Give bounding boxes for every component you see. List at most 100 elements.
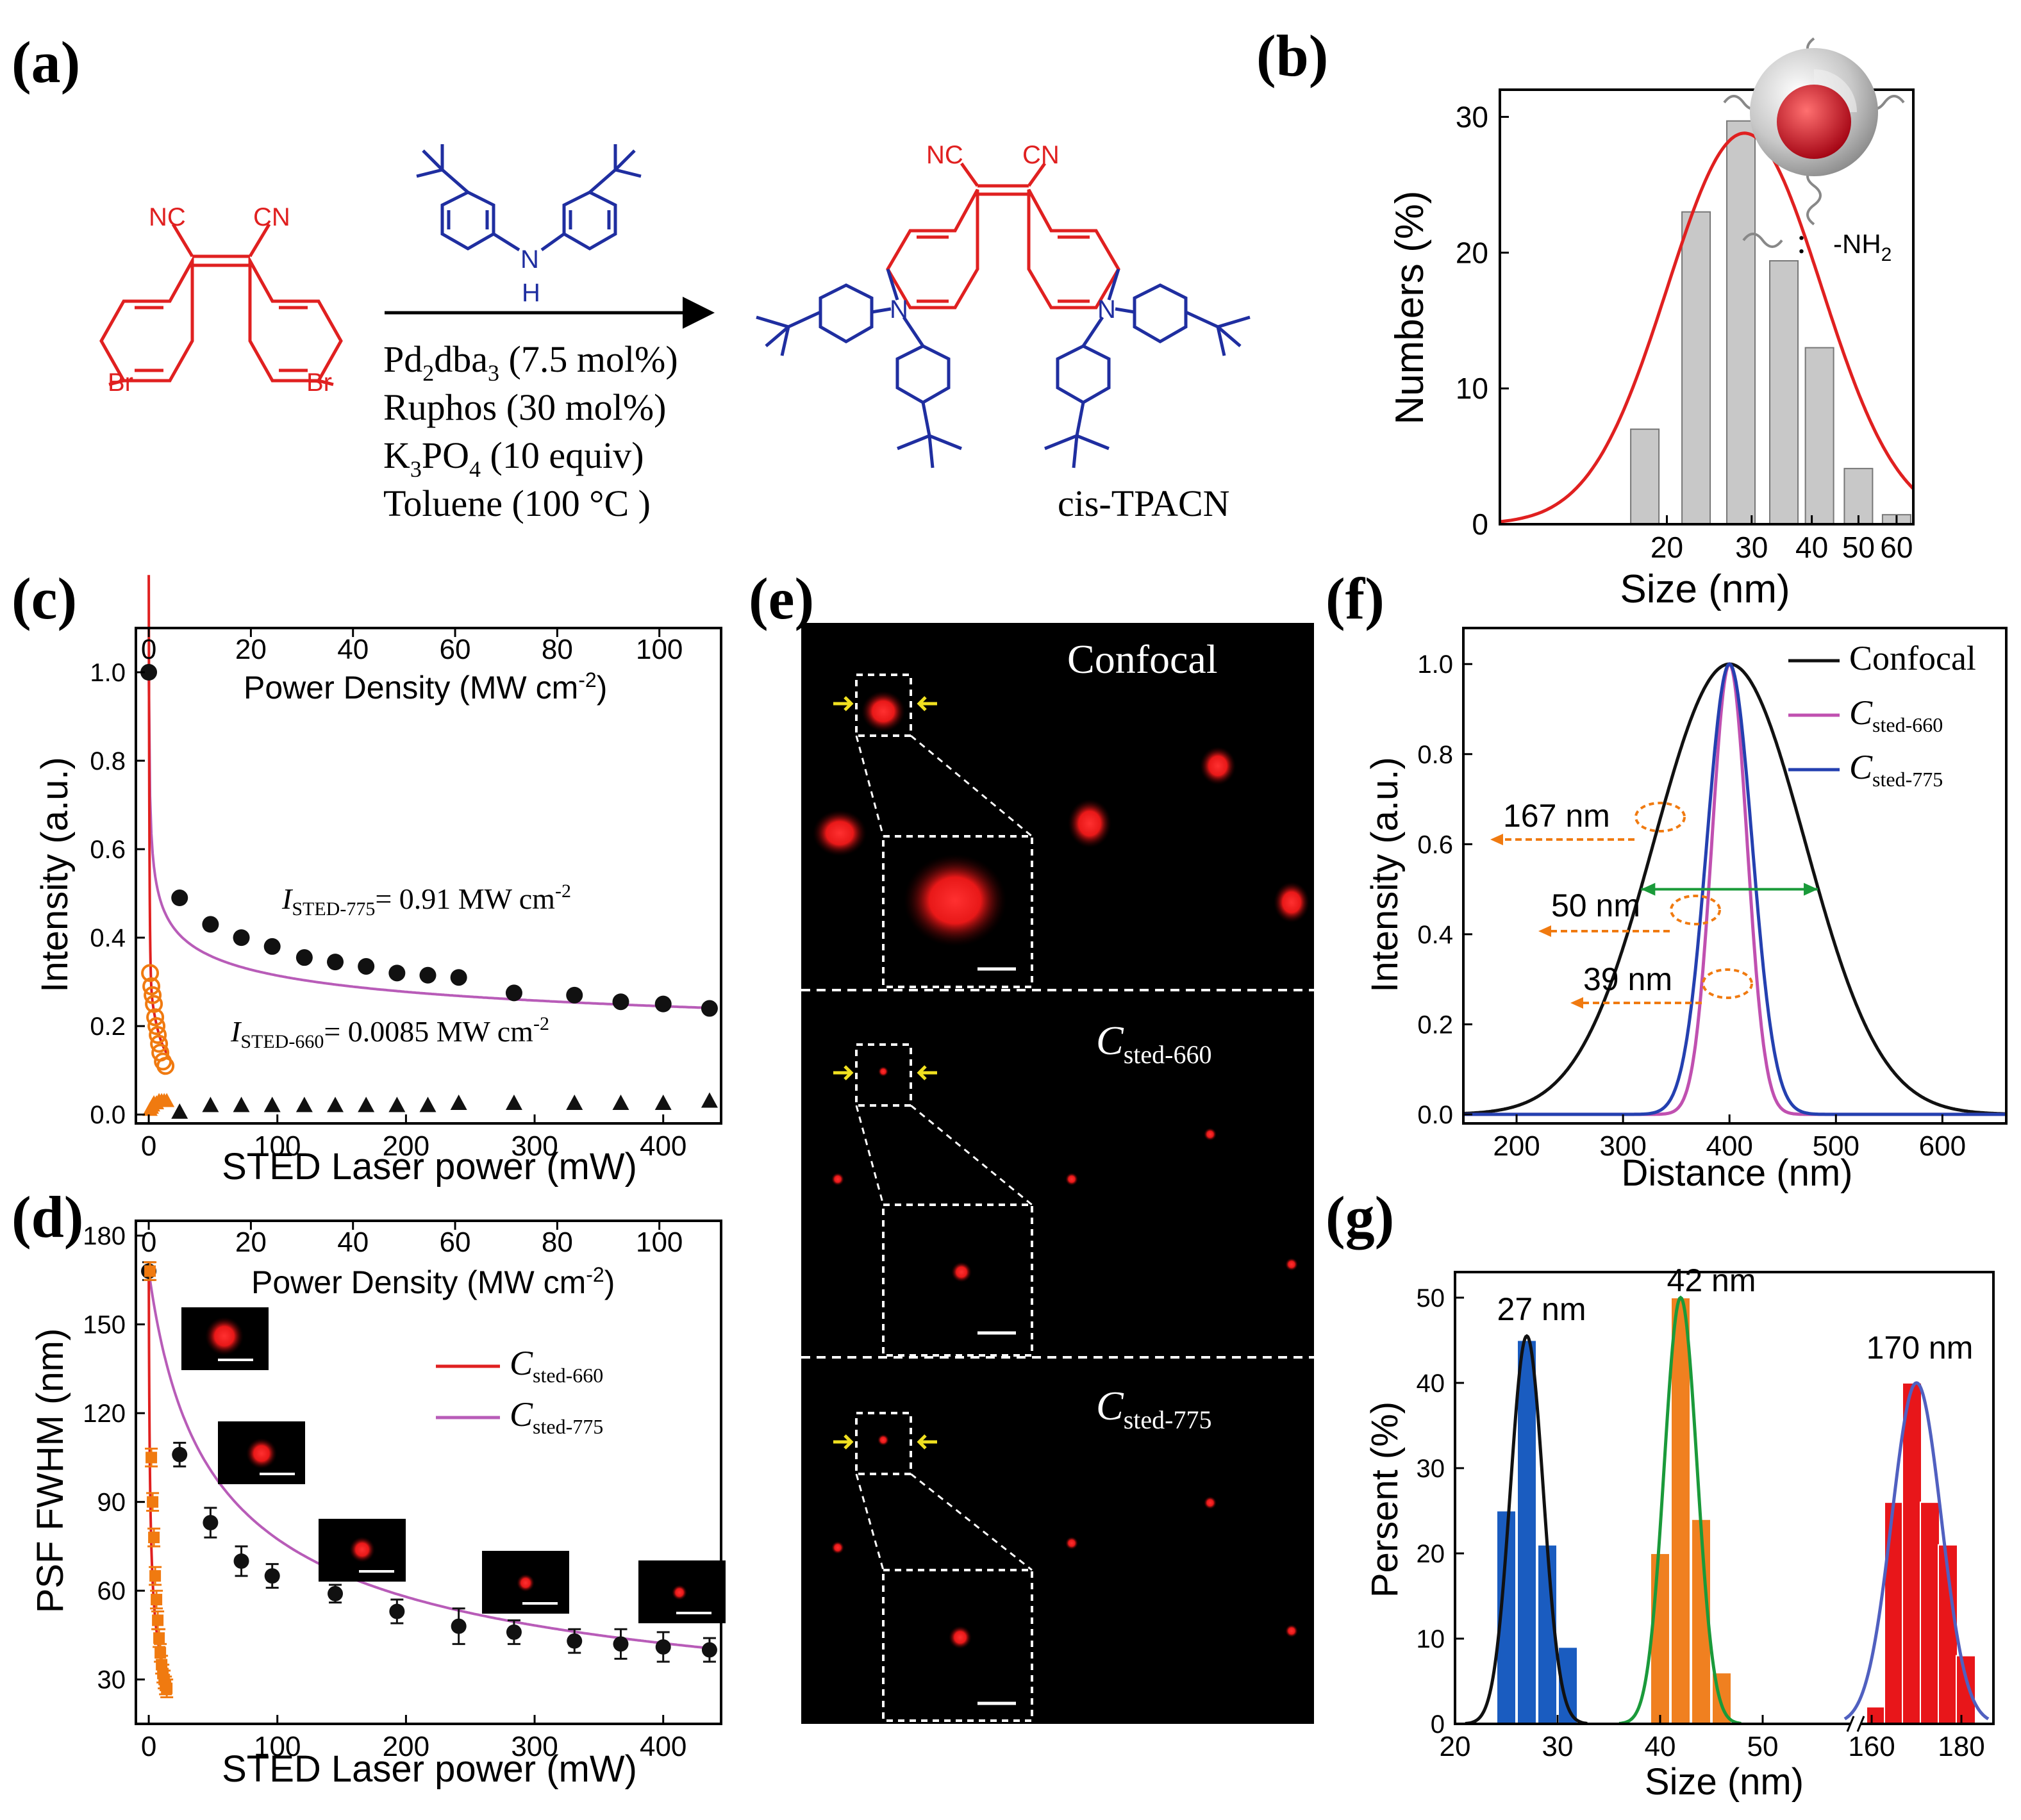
psf-thumbnails (181, 1307, 726, 1623)
top-tick-label: 100 (636, 634, 683, 665)
legend-label-part: sted-660 (1872, 713, 1943, 736)
profile-line (1463, 662, 2006, 1116)
legend-label: Csted-775 (1849, 748, 1943, 791)
y-axis-label: Intensity (a.u.) (1364, 757, 1406, 992)
zoom-box (855, 1412, 912, 1475)
top-tick-label: 40 (337, 1227, 369, 1258)
pointer-arrow-head (1490, 834, 1503, 845)
product-n-left: N (890, 295, 908, 324)
legend-label-660: Csted-660 (510, 1344, 603, 1387)
dashed-ellipse (1702, 968, 1753, 999)
data-point (142, 977, 161, 996)
plot-frame (1454, 1271, 1995, 1725)
group-label: 27 nm (1497, 1291, 1586, 1327)
top-axis-label-part: ) (604, 1264, 615, 1300)
reactant-nc-label: NC (149, 203, 186, 231)
legend-label-part: C (1849, 748, 1873, 786)
y-tick-label: 0.0 (1417, 1101, 1453, 1129)
data-point (145, 995, 163, 1013)
hist-bar (1726, 120, 1756, 525)
y-tick-label: 120 (83, 1400, 126, 1428)
spot (1204, 1496, 1217, 1509)
data-point (202, 1096, 219, 1113)
y-tick-label: 10 (1456, 372, 1488, 405)
annotation-660-part: I (230, 1015, 242, 1048)
annotation-775-part: = 0.91 MW cm (375, 882, 555, 915)
x-tick-label: 400 (640, 1731, 686, 1762)
panel-label-f: (f) (1326, 566, 1385, 631)
ligand-legend-label: -NH2 (1833, 229, 1892, 265)
data-point (202, 916, 219, 933)
condition-base: K3PO4 (10 equiv) (383, 434, 644, 482)
inset-spot (904, 854, 1006, 947)
pointer-arrow-head (1538, 925, 1551, 937)
top-tick-label: 60 (440, 634, 471, 665)
hist-bar (1517, 1339, 1537, 1725)
data-point (328, 1585, 344, 1601)
y-tick-label: 50 (1417, 1284, 1445, 1312)
data-point (388, 964, 406, 982)
x-tick-label: 400 (1706, 1130, 1752, 1162)
hist-bar (1884, 1502, 1904, 1725)
x-tick-label: 0 (141, 1130, 156, 1162)
x-tick-label: 0 (141, 1731, 156, 1762)
y-tick-label: 90 (97, 1489, 126, 1517)
data-point (566, 986, 583, 1004)
x-tick-label: 100 (254, 1130, 301, 1162)
annotation-660-part: STED-660 (240, 1031, 324, 1052)
chart-d-psf-fwhm: 30 60 90 120 150 180 0 100 200 300 400 0 20 40 60 80 100… (29, 1220, 722, 1790)
fit-curve (1618, 1295, 1742, 1725)
group-label: 170 nm (1867, 1330, 1974, 1366)
product-cn-label: CN (1022, 141, 1060, 169)
top-axis-label-part: Power Density (MW cm (251, 1264, 586, 1300)
y-tick-label: 30 (1417, 1455, 1445, 1483)
legend-label-775-part: C (510, 1395, 533, 1434)
top-axis-label: Power Density (MW cm-2) (244, 668, 607, 706)
chart-b-size-histogram: 0 10 20 30 20 30 40 50 60 Size (nm) Numbers (%) (1388, 88, 1915, 611)
top-axis-label: Power Density (MW cm-2) (251, 1263, 615, 1300)
data-point (161, 1682, 173, 1694)
y-tick-label: 1.0 (1417, 650, 1453, 679)
top-axis-label-part: -2 (586, 1263, 604, 1286)
data-point (327, 1096, 344, 1113)
sted-775-image: Csted-775 (831, 1383, 1298, 1722)
zoom-inset (882, 835, 1033, 988)
data-point (358, 1096, 375, 1113)
data-point (144, 986, 162, 1004)
reaction-scheme: NC CN Br Br N H Pd2dba3 (7.5 mo (99, 141, 1251, 524)
arrow-left-icon (917, 1434, 937, 1450)
fit-curve (1465, 1334, 1588, 1725)
x-axis-label: Size (nm) (1645, 1761, 1804, 1803)
confocal-label: Confocal (1067, 636, 1218, 682)
data-point (154, 1647, 167, 1659)
y-tick-label: 0.2 (90, 1013, 126, 1041)
data-point (149, 1570, 162, 1582)
x-tick-label: 300 (1599, 1130, 1646, 1162)
profile-line (1463, 662, 2006, 1116)
reactant-cn-label: CN (253, 203, 290, 231)
data-point (263, 938, 281, 955)
zoom-inset (882, 1569, 1033, 1722)
y-axis-label: Numbers (%) (1388, 190, 1432, 424)
x-axis-label: STED Laser power (mW) (222, 1748, 637, 1790)
top-tick-label: 20 (235, 634, 267, 665)
y-axis-label: Persent (%) (1364, 1402, 1406, 1598)
amine-n-label: N (520, 245, 539, 274)
zoom-box (855, 1043, 912, 1107)
hist-bar (1670, 1296, 1691, 1725)
fit-curve (1843, 1381, 1990, 1721)
spot (1200, 747, 1236, 785)
data-point (144, 1265, 156, 1277)
legend-label-660-part: sted-660 (533, 1364, 603, 1387)
x-tick-label: 500 (1813, 1130, 1859, 1162)
chart-c-intensity: 0.0 0.2 0.4 0.6 0.8 1.0 0 100 200 300 400 0 20 40 60 80… (34, 575, 722, 1187)
spot (1285, 1625, 1298, 1637)
x-tick-label: 400 (640, 1130, 686, 1162)
legend-label-775: Csted-775 (510, 1395, 603, 1438)
data-point (172, 1446, 188, 1462)
axis-break-mark (1856, 1716, 1865, 1732)
zoom-box (855, 674, 912, 737)
spot (831, 1541, 844, 1554)
y-tick-label: 0.6 (1417, 831, 1453, 859)
data-point (264, 1568, 280, 1584)
